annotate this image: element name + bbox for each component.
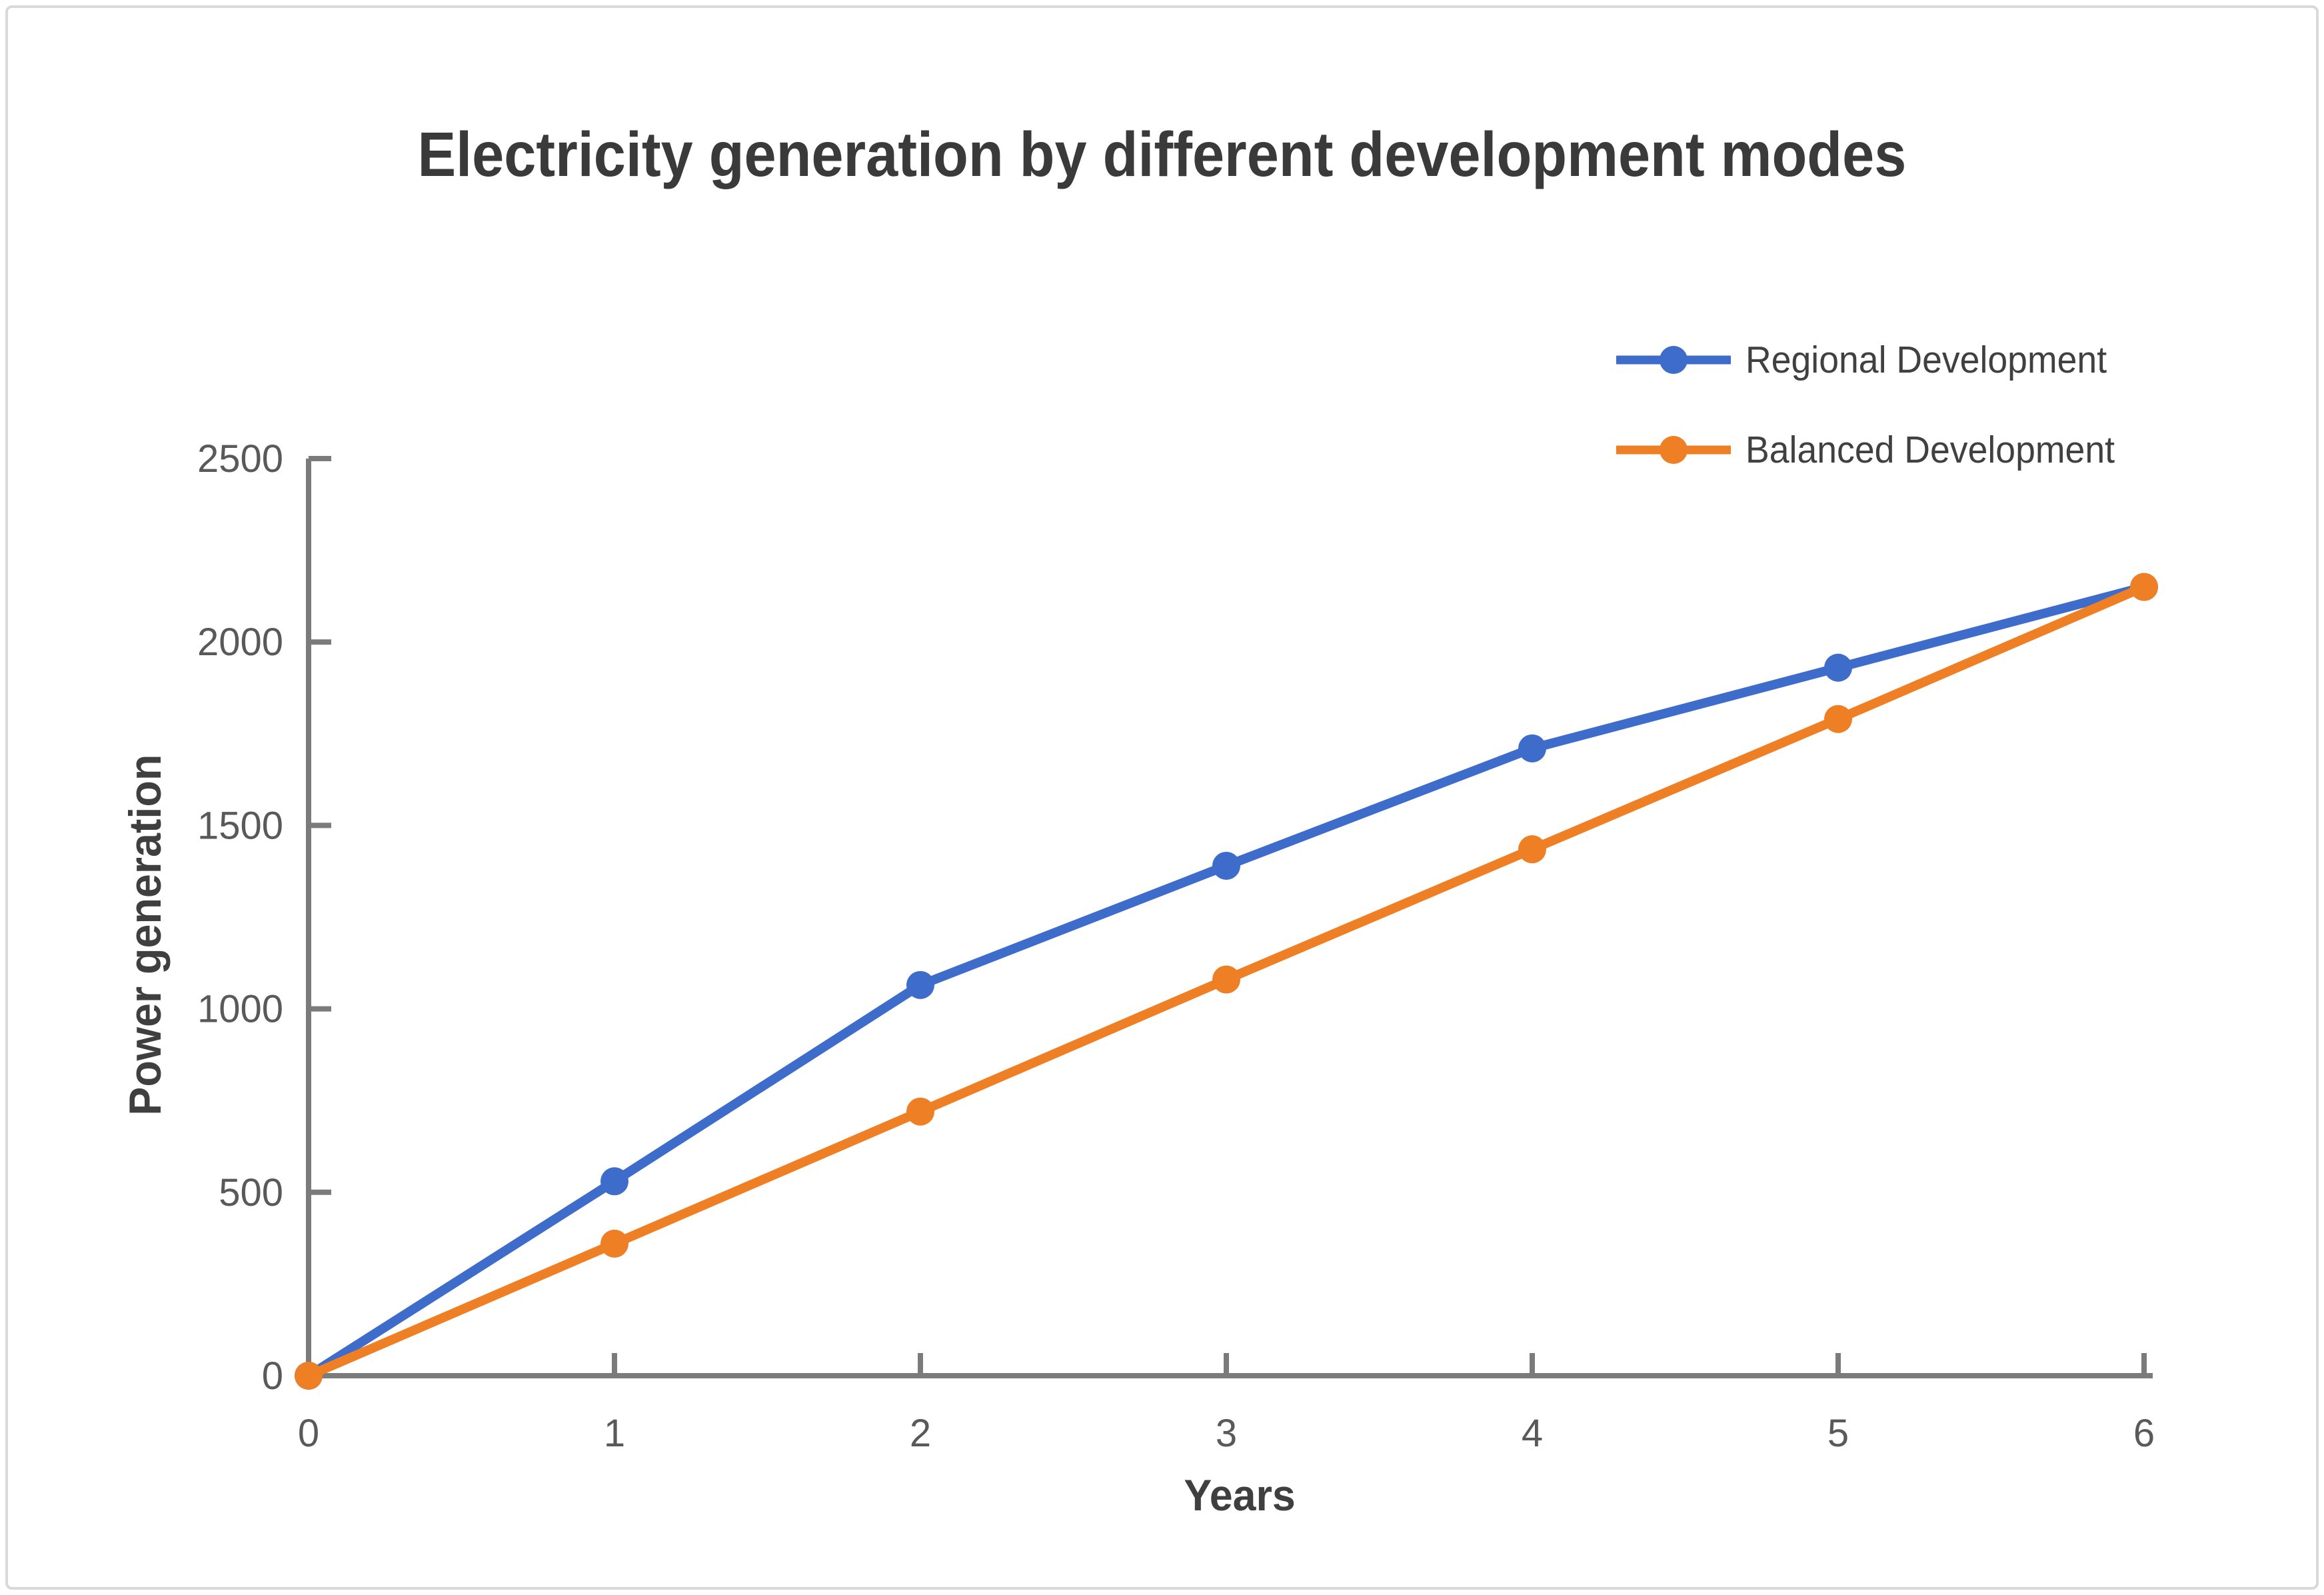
x-tick-label: 1 — [604, 1412, 625, 1455]
data-point-marker-balanced — [1518, 835, 1546, 864]
x-tick-label: 2 — [910, 1412, 931, 1455]
y-tick-label: 2500 — [197, 437, 283, 481]
x-axis-title: Years — [1184, 1470, 1296, 1520]
data-point-marker-regional — [906, 970, 934, 999]
data-point-marker-balanced — [2130, 573, 2158, 601]
x-tick-label: 5 — [1827, 1412, 1849, 1455]
x-tick-label: 6 — [2133, 1412, 2155, 1455]
legend-swatch-line-marker — [1616, 346, 1731, 374]
chart-title: Electricity generation by different deve… — [417, 119, 1907, 190]
data-point-marker-regional — [1518, 734, 1546, 763]
legend: Regional Development Balanced Developmen… — [1616, 333, 2138, 477]
y-tick-label: 1500 — [197, 804, 283, 847]
legend-swatch-line-marker — [1616, 436, 1731, 464]
legend-label: Regional Development — [1745, 339, 2107, 381]
data-point-marker-regional — [1212, 851, 1240, 880]
x-tick-label: 4 — [1522, 1412, 1543, 1455]
x-tick-label: 0 — [298, 1412, 319, 1455]
y-tick-label: 0 — [262, 1354, 283, 1398]
legend-item-regional: Regional Development — [1616, 333, 2138, 387]
x-tick-label: 3 — [1216, 1412, 1237, 1455]
data-point-marker-balanced — [1824, 705, 1852, 733]
y-tick-label: 500 — [219, 1171, 283, 1214]
legend-label: Balanced Development — [1745, 429, 2115, 471]
legend-item-balanced: Balanced Development — [1616, 423, 2138, 477]
y-tick-label: 2000 — [197, 621, 283, 664]
data-point-marker-balanced — [906, 1097, 934, 1126]
data-point-marker-regional — [1824, 653, 1852, 682]
y-tick-label: 1000 — [197, 988, 283, 1031]
data-point-marker-balanced — [1212, 965, 1240, 994]
data-point-marker-balanced — [600, 1229, 628, 1258]
data-point-marker-regional — [600, 1167, 628, 1196]
data-point-marker-balanced — [295, 1362, 323, 1390]
